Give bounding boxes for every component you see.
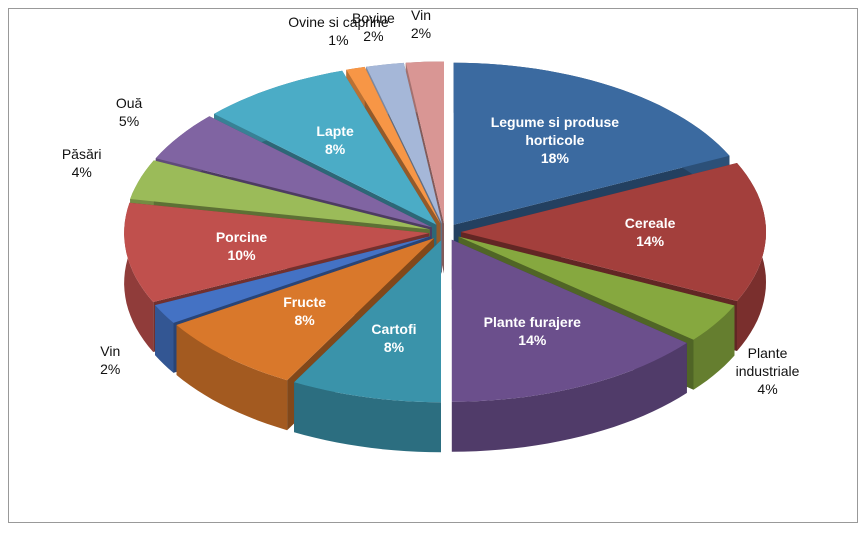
slice xyxy=(346,66,441,224)
value-label: 4% xyxy=(757,380,778,397)
value-label: 8% xyxy=(324,141,346,158)
value-label: 10% xyxy=(227,246,256,263)
slice-label: Ouă 5% xyxy=(116,94,142,130)
category-label: Ovine si caprine xyxy=(288,14,389,31)
value-label: 8% xyxy=(383,338,405,355)
slice xyxy=(458,236,735,340)
category-label: Porcine xyxy=(215,228,268,245)
slice xyxy=(176,238,434,381)
slice xyxy=(155,116,432,228)
value-label: 5% xyxy=(118,112,140,129)
category-label: Bovine xyxy=(352,9,395,26)
category-label: Păsări xyxy=(61,146,102,163)
value-label: 18% xyxy=(540,150,569,167)
value-label: 4% xyxy=(71,164,92,181)
slice-wall xyxy=(693,305,735,390)
slice-wall xyxy=(176,325,288,431)
slice-label: Ovine si caprine 1% xyxy=(288,13,388,49)
slice xyxy=(214,70,437,225)
value-label: 2% xyxy=(410,24,432,41)
slice-wall xyxy=(155,305,174,373)
slice xyxy=(155,236,431,323)
category-label: Vin xyxy=(100,342,121,359)
slice-label: Bovine 2% xyxy=(352,9,395,45)
category-label: Fructe xyxy=(283,294,326,311)
slice-label: Lapte 8% xyxy=(316,122,353,158)
slice xyxy=(451,239,687,402)
slice xyxy=(461,163,766,301)
slice-label: Cartofi 8% xyxy=(371,320,416,356)
slice-label: Cereale 14% xyxy=(625,214,676,250)
slice-label: Plante industriale 4% xyxy=(718,344,817,398)
category-label: Legume si produse horticole xyxy=(490,114,620,149)
category-label: Cereale xyxy=(624,215,676,231)
category-label: Ouă xyxy=(115,94,143,111)
category-label: Vin xyxy=(411,6,431,23)
slice-label: Plante furajere 14% xyxy=(484,313,581,349)
slice-wall xyxy=(294,382,441,453)
slice-label: Fructe 8% xyxy=(283,293,326,329)
slice-label: Porcine 10% xyxy=(216,228,267,264)
value-label: 2% xyxy=(363,27,384,44)
value-label: 1% xyxy=(328,32,349,49)
slice-label: Vin 2% xyxy=(411,6,431,42)
slice-label: Păsări 4% xyxy=(62,145,102,181)
slice-label: Legume si produse horticole 18% xyxy=(480,113,630,167)
value-label: 14% xyxy=(636,233,665,249)
slice-wall xyxy=(124,202,154,352)
category-label: Plante industriale xyxy=(735,344,800,379)
slice xyxy=(130,160,430,230)
value-label: 2% xyxy=(100,360,121,377)
category-label: Lapte xyxy=(316,123,354,140)
value-label: 14% xyxy=(518,331,547,348)
chart-frame xyxy=(8,8,858,523)
slice xyxy=(453,62,730,225)
slice xyxy=(294,240,441,403)
slice-label: Vin 2% xyxy=(100,342,120,378)
slice xyxy=(366,62,442,224)
category-label: Plante furajere xyxy=(483,313,581,330)
value-label: 8% xyxy=(294,312,315,329)
slice xyxy=(124,202,430,302)
category-label: Cartofi xyxy=(371,320,417,337)
slice xyxy=(405,61,444,224)
slice-wall xyxy=(451,343,687,452)
